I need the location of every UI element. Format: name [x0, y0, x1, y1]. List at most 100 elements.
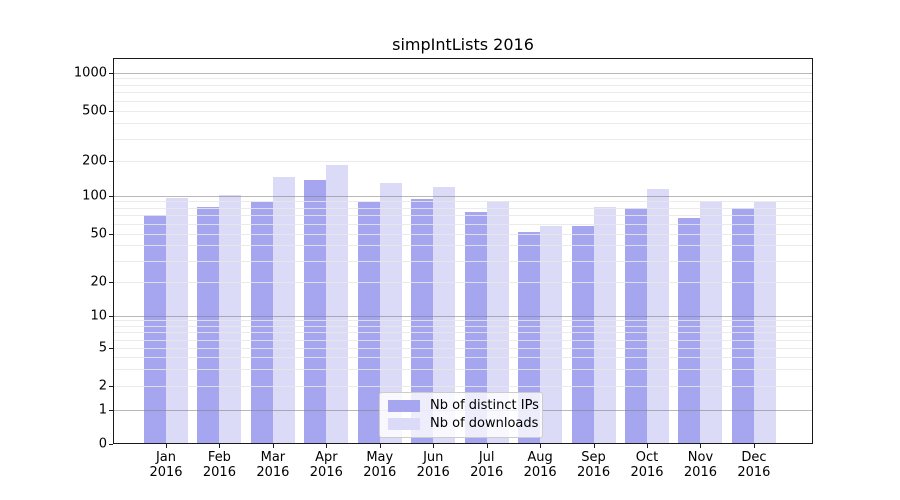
bar-mar-ips [250, 202, 273, 443]
bar-feb-ips [197, 207, 220, 443]
y-tick-label-200: 200 [82, 153, 107, 169]
gridline-900 [114, 78, 812, 79]
gridline-50 [114, 234, 812, 235]
gridline-100 [114, 196, 812, 197]
x-tick-label-feb: Feb 2016 [189, 450, 249, 480]
x-tick-year-may: 2016 [363, 465, 397, 480]
x-tick-label-jan: Jan 2016 [136, 450, 196, 480]
x-tick-year-jul: 2016 [470, 465, 504, 480]
x-tick-month-jun: Jun [423, 450, 444, 465]
y-tick-mark-0 [109, 444, 113, 445]
x-tick-label-dec: Dec 2016 [724, 450, 784, 480]
x-tick-mark-mar [273, 444, 274, 448]
y-tick-label-1000: 1000 [73, 65, 107, 80]
x-tick-month-may: May [366, 450, 394, 465]
bar-dec-downloads [753, 202, 776, 443]
gridline-2 [114, 386, 812, 387]
y-tick-mark-2 [109, 386, 113, 387]
x-tick-month-aug: Aug [527, 450, 553, 465]
x-tick-month-dec: Dec [741, 450, 767, 465]
legend-row-ips: Nb of distinct IPs [388, 399, 542, 413]
gridline-600 [114, 101, 812, 102]
x-tick-year-oct: 2016 [630, 465, 664, 480]
y-tick-mark-50 [109, 234, 113, 235]
x-tick-month-sep: Sep [581, 450, 606, 465]
y-tick-mark-5 [109, 348, 113, 349]
y-tick-mark-1 [109, 410, 113, 411]
gridline-4 [114, 357, 812, 358]
x-tick-mark-jun [433, 444, 434, 448]
y-tick-mark-20 [109, 282, 113, 283]
y-tick-label-500: 500 [82, 103, 107, 119]
gridline-800 [114, 85, 812, 86]
bar-apr-ips [304, 179, 327, 443]
gridline-40 [114, 245, 812, 246]
chart-title: simpIntLists 2016 [392, 35, 534, 54]
x-tick-mark-apr [326, 444, 327, 448]
x-tick-year-sep: 2016 [577, 465, 611, 480]
bar-oct-downloads [647, 188, 669, 443]
x-tick-label-nov: Nov 2016 [670, 450, 730, 480]
y-tick-mark-1000 [109, 73, 113, 74]
x-tick-year-aug: 2016 [523, 465, 557, 480]
x-tick-mark-jan [166, 444, 167, 448]
legend-swatch-ips [388, 400, 420, 412]
gridline-8 [114, 326, 812, 327]
y-tick-label-10: 10 [90, 308, 107, 323]
gridline-700 [114, 92, 812, 93]
gridline-60 [114, 224, 812, 225]
y-tick-mark-200 [109, 161, 113, 162]
legend-label-downloads: Nb of downloads [430, 416, 539, 431]
y-tick-mark-100 [109, 196, 113, 197]
x-tick-month-mar: Mar [260, 450, 286, 465]
x-tick-mark-aug [540, 444, 541, 448]
plot-area [113, 58, 813, 444]
y-tick-label-50: 50 [90, 226, 107, 241]
x-tick-label-mar: Mar 2016 [243, 450, 303, 480]
x-tick-year-nov: 2016 [683, 465, 717, 480]
gridline-6 [114, 340, 812, 341]
bar-feb-downloads [219, 195, 242, 443]
x-tick-mark-dec [754, 444, 755, 448]
x-tick-mark-jul [487, 444, 488, 448]
x-tick-year-dec: 2016 [737, 465, 771, 480]
gridline-70 [114, 215, 812, 216]
gridline-400 [114, 123, 812, 124]
y-tick-mark-500 [109, 111, 113, 112]
bar-oct-ips [625, 207, 647, 443]
legend-row-downloads: Nb of downloads [388, 417, 542, 431]
legend-label-ips: Nb of distinct IPs [430, 398, 539, 413]
y-tick-label-2: 2 [98, 378, 107, 394]
bar-aug-ips [518, 232, 541, 443]
x-tick-label-apr: Apr 2016 [296, 450, 356, 480]
x-tick-mark-sep [594, 444, 595, 448]
x-tick-label-oct: Oct 2016 [617, 450, 677, 480]
gridline-10 [114, 316, 812, 317]
y-tick-label-1: 1 [98, 402, 107, 418]
bar-dec-ips [731, 207, 754, 443]
x-tick-year-mar: 2016 [256, 465, 290, 480]
bar-sep-downloads [593, 207, 616, 443]
x-tick-month-oct: Oct [635, 450, 659, 465]
bar-jun-downloads [433, 186, 456, 443]
gridline-80 [114, 208, 812, 209]
legend: Nb of distinct IPs Nb of downloads [379, 392, 543, 438]
y-tick-label-0: 0 [98, 436, 107, 452]
gridline-90 [114, 201, 812, 202]
x-tick-mark-may [380, 444, 381, 448]
gridline-300 [114, 139, 812, 140]
bar-jun-ips [411, 199, 434, 443]
y-tick-label-20: 20 [90, 274, 107, 290]
x-tick-mark-nov [700, 444, 701, 448]
x-tick-label-sep: Sep 2016 [564, 450, 624, 480]
bar-may-downloads [379, 182, 402, 443]
gridline-500 [114, 111, 812, 112]
x-tick-year-jun: 2016 [416, 465, 450, 480]
y-tick-mark-10 [109, 316, 113, 317]
gridline-1000 [114, 73, 812, 74]
gridline-200 [114, 161, 812, 162]
bar-apr-downloads [326, 164, 349, 443]
x-tick-label-aug: Aug 2016 [510, 450, 570, 480]
x-tick-mark-feb [219, 444, 220, 448]
